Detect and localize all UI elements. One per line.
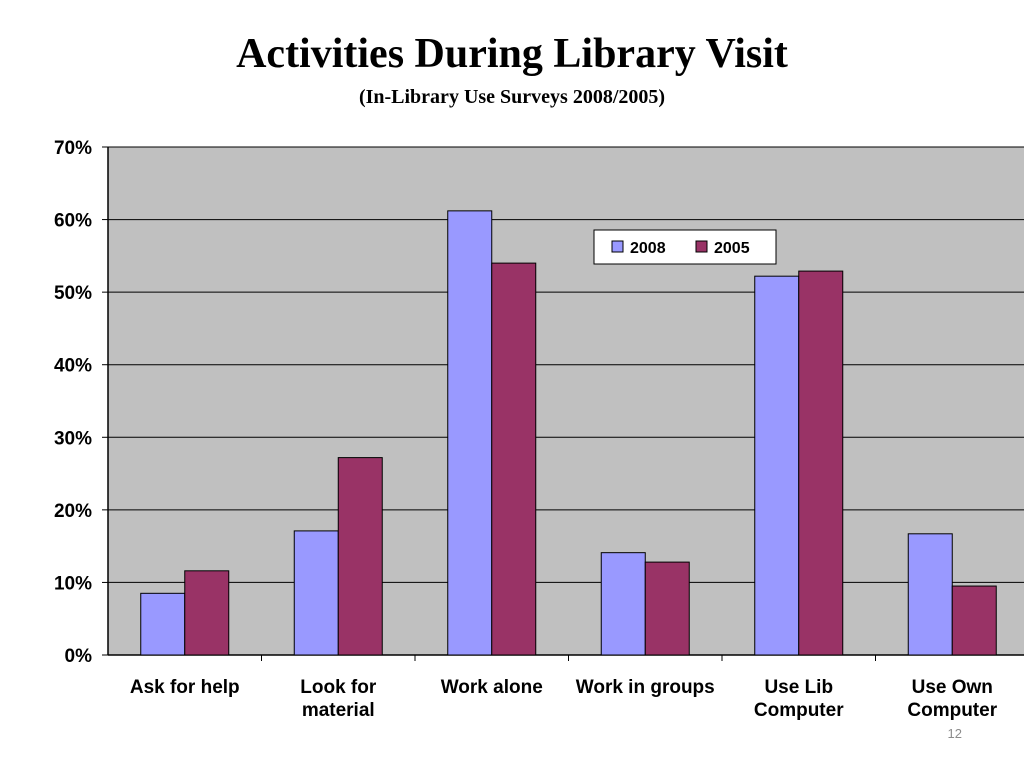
bar-2005-2 bbox=[491, 262, 537, 656]
bar-2005-3 bbox=[644, 561, 690, 656]
x-tick-label: Look for material bbox=[300, 677, 377, 721]
x-tick-label: Work in groups bbox=[576, 677, 715, 698]
y-tick-label: 40% bbox=[54, 356, 92, 377]
bar-2008-0 bbox=[140, 592, 186, 656]
y-tick-label: 50% bbox=[54, 283, 92, 304]
y-tick-label: 30% bbox=[54, 428, 92, 449]
bar-2008-1 bbox=[293, 530, 339, 656]
legend: 2008 2005 bbox=[593, 229, 777, 265]
x-tick-label: Use Own Computer bbox=[907, 677, 997, 721]
bar-2005-4 bbox=[798, 270, 844, 656]
slide-title: Activities During Library Visit bbox=[236, 31, 788, 77]
legend-label-2005: 2005 bbox=[714, 240, 750, 257]
bar-2005-1 bbox=[337, 457, 383, 656]
bar-2005-5 bbox=[951, 585, 997, 656]
slide-subtitle: (In-Library Use Surveys 2008/2005) bbox=[358, 86, 666, 108]
legend-box bbox=[593, 229, 777, 265]
legend-label-2008: 2008 bbox=[630, 240, 666, 257]
y-tick-label: 70% bbox=[54, 138, 92, 159]
legend-swatch-2005 bbox=[695, 240, 708, 253]
x-tick-label: Ask for help bbox=[130, 677, 240, 698]
y-tick-label: 20% bbox=[54, 501, 92, 522]
bar-2008-4 bbox=[754, 275, 800, 656]
bar-2008-2 bbox=[447, 210, 493, 656]
x-tick-label: Use Lib Computer bbox=[754, 677, 844, 721]
bar-2008-3 bbox=[600, 552, 646, 656]
bar-2005-0 bbox=[184, 570, 230, 656]
x-tick-label: Work alone bbox=[441, 677, 543, 698]
slide-number: 12 bbox=[947, 726, 962, 741]
legend-swatch-2008 bbox=[611, 240, 624, 253]
y-tick-label: 60% bbox=[54, 211, 92, 232]
bar-2008-5 bbox=[907, 533, 953, 656]
plot-area bbox=[108, 147, 1024, 655]
y-tick-label: 0% bbox=[65, 646, 93, 667]
y-tick-label: 10% bbox=[54, 573, 92, 594]
